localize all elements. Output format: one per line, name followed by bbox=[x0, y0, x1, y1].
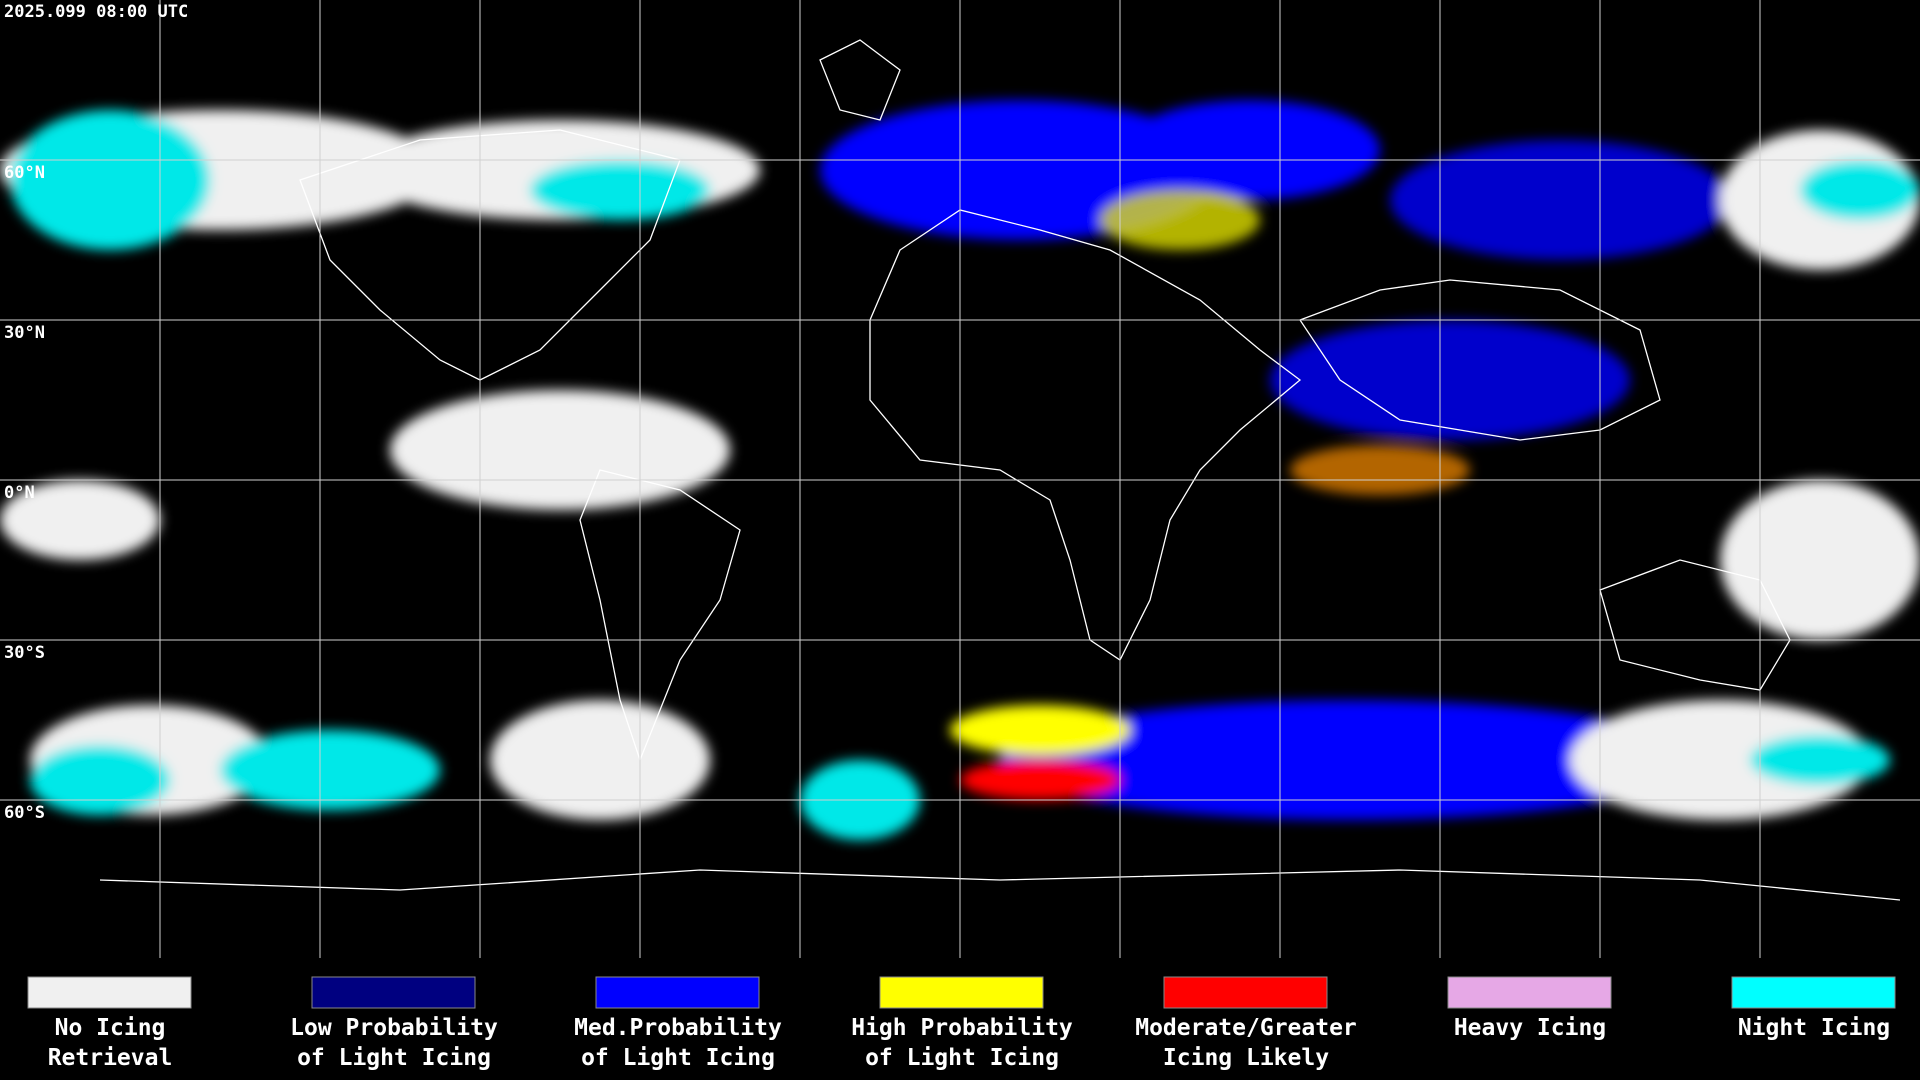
legend: No Icing Retrieval Low Probability of Light… bbox=[27, 976, 1896, 1071]
legend-swatch bbox=[595, 976, 760, 1009]
legend-label: Low Probability bbox=[290, 1015, 498, 1041]
latitude-label: 30°N bbox=[4, 323, 45, 343]
legend-swatch bbox=[311, 976, 476, 1009]
coastlines bbox=[99, 39, 1901, 901]
legend-label: No Icing bbox=[55, 1015, 166, 1041]
legend-label: Moderate/Greater bbox=[1135, 1015, 1357, 1041]
latitude-label: 0°N bbox=[4, 483, 35, 503]
legend-label: Icing Likely bbox=[1163, 1045, 1329, 1071]
legend-swatch bbox=[1163, 976, 1328, 1009]
timestamp: 2025.099 08:00 UTC bbox=[4, 2, 188, 22]
legend-swatch bbox=[27, 976, 192, 1009]
legend-label: of Light Icing bbox=[581, 1045, 775, 1071]
legend-swatch bbox=[1731, 976, 1896, 1009]
latitude-label: 60°N bbox=[4, 163, 45, 183]
legend-label: Retrieval bbox=[48, 1045, 173, 1071]
latitude-labels: 60°N 30°N 0°N 30°S 60°S bbox=[4, 163, 45, 823]
legend-label: of Light Icing bbox=[297, 1045, 491, 1071]
legend-swatch bbox=[879, 976, 1044, 1009]
legend-label: Heavy Icing bbox=[1454, 1015, 1606, 1041]
latitude-label: 60°S bbox=[4, 803, 45, 823]
latitude-label: 30°S bbox=[4, 643, 45, 663]
legend-swatch bbox=[1447, 976, 1612, 1009]
legend-label: Night Icing bbox=[1738, 1015, 1890, 1041]
legend-label: High Probability bbox=[851, 1015, 1073, 1041]
legend-label: Med.Probability bbox=[574, 1015, 782, 1041]
legend-label: of Light Icing bbox=[865, 1045, 1059, 1071]
